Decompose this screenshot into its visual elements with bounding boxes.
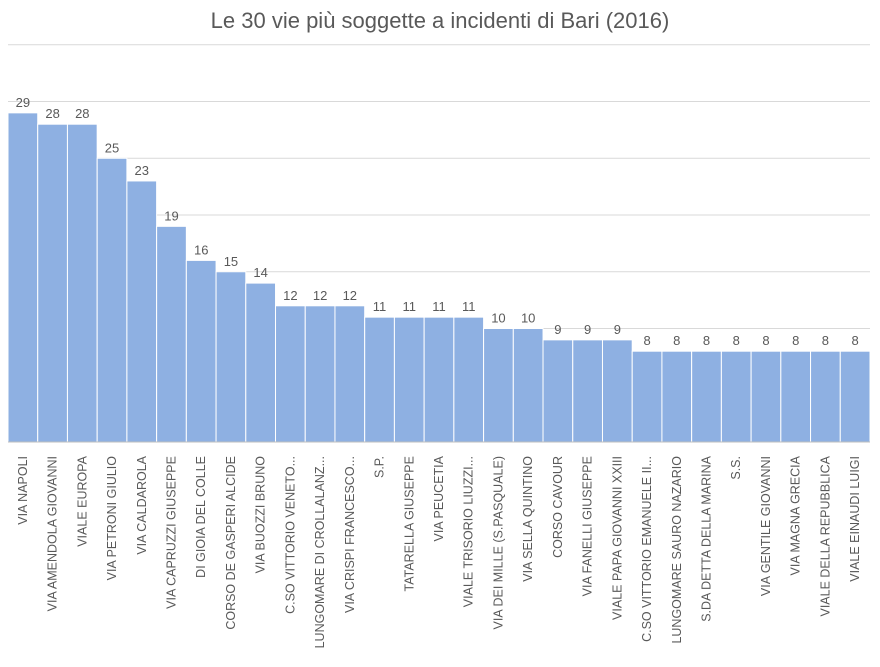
category-labels: VIA NAPOLI VIA AMENDOLA GIOVANNI VIALE EUR… <box>16 455 862 648</box>
category-label: VIA GENTILE GIOVANNI <box>759 456 773 596</box>
bar <box>245 282 277 443</box>
bar <box>393 316 425 443</box>
bar <box>304 305 336 443</box>
category-label: VIA CRISPI FRANCESCO... <box>343 456 357 613</box>
category-label: VIALE TRISORIO LIUZZI... <box>462 456 476 607</box>
category-label: VIA CALDAROLA <box>135 455 149 554</box>
bar <box>631 350 663 443</box>
category-label: VIALE EUROPA <box>75 455 89 546</box>
bar <box>661 350 693 443</box>
category-label: CORSO DE GASPERI ALCIDE <box>224 456 238 630</box>
bar <box>483 328 514 443</box>
data-label: 8 <box>673 333 680 348</box>
data-label: 8 <box>733 333 740 348</box>
data-label: 8 <box>703 333 710 348</box>
data-label: 15 <box>224 254 238 269</box>
bar <box>275 305 306 443</box>
data-label: 28 <box>75 106 89 121</box>
bar <box>126 180 158 443</box>
bar <box>7 112 39 443</box>
chart-title: Le 30 vie più soggette a incidenti di Ba… <box>210 8 670 33</box>
bar <box>572 339 603 443</box>
data-label: 9 <box>584 322 591 337</box>
category-label: C.SO VITTORIO EMANUELE II... <box>640 456 654 642</box>
data-label: 25 <box>105 140 119 155</box>
category-label: TATARELLA GIUSEPPE <box>402 456 416 591</box>
bar <box>423 316 455 443</box>
bar <box>542 339 574 443</box>
category-label: CORSO CAVOUR <box>551 456 565 558</box>
bar <box>364 316 395 443</box>
data-label: 16 <box>194 242 208 257</box>
data-label: 8 <box>762 333 769 348</box>
data-label: 29 <box>16 95 30 110</box>
data-label: 12 <box>313 288 327 303</box>
data-label: 11 <box>462 299 476 314</box>
bar <box>334 305 366 443</box>
data-label: 9 <box>554 322 561 337</box>
bar <box>780 350 812 443</box>
data-label: 11 <box>403 299 417 314</box>
category-label: S.DA DETTA DELLA MARINA <box>700 455 714 621</box>
category-label: VIA PEUCETIA <box>432 455 446 541</box>
bar <box>512 328 544 443</box>
category-label: LUNGOMARE DI CROLLALANZ... <box>313 456 327 648</box>
bar <box>601 339 633 443</box>
data-label: 9 <box>614 322 621 337</box>
category-label: VIA CAPRUZZI GIUSEPPE <box>164 456 178 609</box>
data-label: 14 <box>253 265 267 280</box>
category-label: VIALE EINAUDI LUIGI <box>848 456 862 582</box>
category-label: VIA AMENDOLA GIOVANNI <box>46 456 60 611</box>
category-label: VIA MAGNA GRECIA <box>789 455 803 575</box>
bar <box>750 350 782 443</box>
bar <box>215 271 247 443</box>
bar <box>720 350 752 443</box>
category-label: S.S. <box>729 456 743 480</box>
category-label: VIA BUOZZI BRUNO <box>254 456 268 574</box>
bar <box>185 259 217 443</box>
bar <box>66 123 98 443</box>
bar <box>839 350 871 443</box>
category-label: VIALE DELLA REPUBBLICA <box>818 455 832 616</box>
data-label: 8 <box>822 333 829 348</box>
data-label: 8 <box>643 333 650 348</box>
data-labels: 29 28 28 25 23 19 16 15 14 12 12 12 11 11 11 11 10 10 9 9 9 8… <box>16 95 859 348</box>
bar <box>810 350 841 443</box>
data-label: 11 <box>432 299 446 314</box>
data-label: 12 <box>283 288 297 303</box>
category-label: DI GIOIA DEL COLLE <box>194 456 208 578</box>
category-label: VIA FANELLI GIUSEPPE <box>581 456 595 596</box>
data-label: 10 <box>521 311 535 326</box>
bar <box>691 350 722 443</box>
data-label: 11 <box>373 299 387 314</box>
category-label: VIA DEI MILLE (S.PASQUALE) <box>491 456 505 629</box>
data-label: 8 <box>852 333 859 348</box>
bar <box>96 157 128 443</box>
data-label: 28 <box>45 106 59 121</box>
bar <box>156 225 187 443</box>
data-label: 12 <box>343 288 357 303</box>
category-label: VIA SELLA QUINTINO <box>521 456 535 582</box>
category-label: S.P. <box>373 456 387 478</box>
data-label: 10 <box>491 311 505 326</box>
category-label: VIA NAPOLI <box>16 456 30 525</box>
data-label: 8 <box>792 333 799 348</box>
bar <box>37 123 68 443</box>
category-label: C.SO VITTORIO VENETO... <box>283 456 297 614</box>
data-label: 23 <box>135 163 149 178</box>
bar <box>453 316 485 443</box>
category-label: LUNGOMARE SAURO NAZARIO <box>670 456 684 644</box>
category-label: VIA PETRONI GIULIO <box>105 456 119 581</box>
category-label: VIALE PAPA GIOVANNI XXIII <box>610 456 624 620</box>
data-label: 19 <box>164 208 178 223</box>
